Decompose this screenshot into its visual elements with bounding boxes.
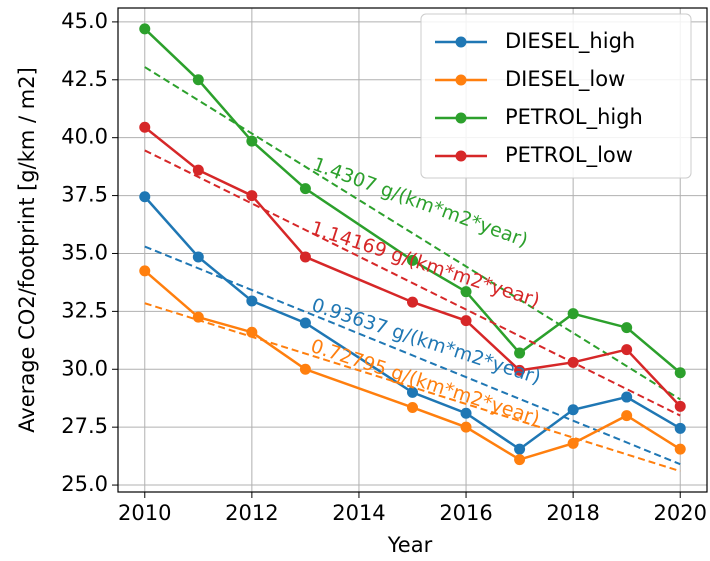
data-point <box>299 363 311 375</box>
x-tick-label: 2018 <box>546 501 599 525</box>
data-point <box>192 251 204 263</box>
data-point <box>567 437 579 449</box>
series-line <box>143 126 682 408</box>
trend-line <box>144 245 681 466</box>
series-line <box>143 269 681 461</box>
y-tick-label: 37.5 <box>61 183 108 207</box>
data-point <box>299 183 311 195</box>
legend-box <box>420 13 692 179</box>
data-point <box>139 265 151 277</box>
legend-marker <box>455 36 467 48</box>
data-point <box>407 386 418 398</box>
y-axis-label: Average CO2/footprint [g/km / m2] <box>15 67 39 433</box>
data-point <box>192 311 204 323</box>
data-point <box>567 356 579 368</box>
legend-marker <box>455 150 467 162</box>
data-point <box>407 254 418 266</box>
y-tick-label: 25.0 <box>61 472 108 496</box>
x-tick-label: 2012 <box>225 501 278 525</box>
data-point <box>567 404 579 416</box>
series-line <box>143 195 681 451</box>
data-point <box>514 364 526 376</box>
data-point <box>460 286 472 298</box>
data-point <box>460 315 472 327</box>
plot-frame <box>117 7 708 493</box>
data-point <box>514 443 526 455</box>
data-point <box>621 344 633 356</box>
y-tick-label: 40.0 <box>61 125 108 149</box>
trend-line <box>144 149 681 417</box>
y-tick-label: 27.5 <box>61 414 108 438</box>
data-point <box>246 190 258 202</box>
y-tick-label: 45.0 <box>61 9 108 33</box>
data-point <box>139 191 151 203</box>
data-point <box>621 322 633 334</box>
legend-label: PETROL_high <box>505 105 643 130</box>
legend-label: DIESEL_low <box>505 67 625 92</box>
y-tick-label: 42.5 <box>61 67 108 91</box>
data-point <box>674 422 686 434</box>
legend: DIESEL_high DIESEL_low PETROL_high PETROL_l… <box>420 13 692 179</box>
data-point <box>246 326 258 338</box>
data-point <box>514 454 526 466</box>
legend-marker <box>455 74 467 86</box>
y-tick-label: 30.0 <box>61 356 108 380</box>
data-point <box>299 251 311 263</box>
series-line <box>143 27 682 374</box>
x-tick-label: 2016 <box>439 501 492 525</box>
data-point <box>514 347 526 359</box>
data-point <box>246 295 258 307</box>
data-point <box>674 367 686 379</box>
data-point <box>674 443 686 455</box>
x-tick-label: 2014 <box>332 501 385 525</box>
trend-line <box>144 302 681 473</box>
data-point <box>674 400 686 412</box>
data-point <box>621 391 633 403</box>
legend-label: PETROL_low <box>505 143 633 168</box>
data-point <box>299 317 311 329</box>
data-point <box>139 23 151 35</box>
legend-marker <box>455 112 467 124</box>
data-point <box>192 164 204 176</box>
data-point <box>139 121 151 133</box>
y-tick-label: 35.0 <box>61 240 108 264</box>
data-point <box>460 421 472 433</box>
data-point <box>621 410 633 422</box>
data-point <box>407 401 418 413</box>
data-point <box>567 308 579 320</box>
data-point <box>246 135 258 147</box>
y-tick-label: 32.5 <box>61 298 108 322</box>
x-axis-label: Year <box>387 533 433 557</box>
data-point <box>460 407 472 419</box>
legend-label: DIESEL_high <box>505 29 635 54</box>
data-point <box>192 74 204 86</box>
x-tick-label: 2020 <box>654 501 707 525</box>
data-point <box>407 296 418 308</box>
x-tick-label: 2010 <box>118 501 171 525</box>
